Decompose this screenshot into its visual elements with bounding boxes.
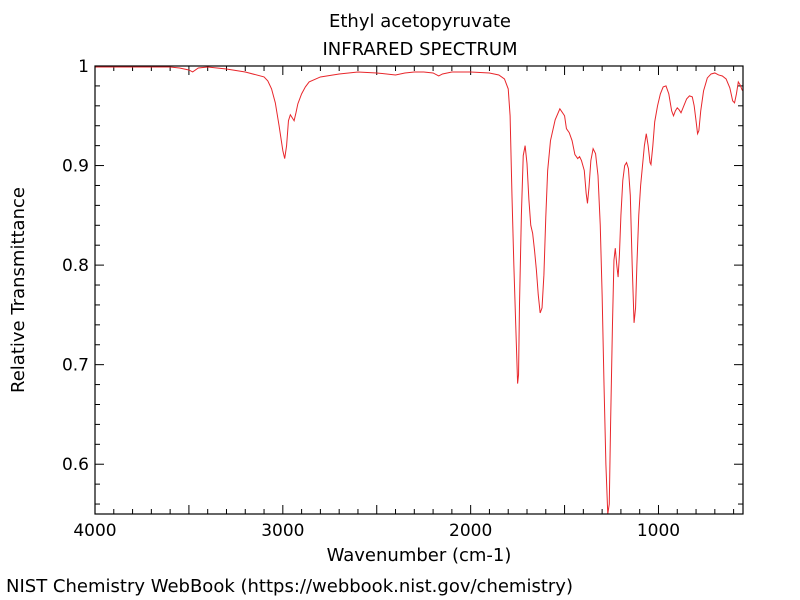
y-tick-label: 0.6	[62, 455, 89, 475]
x-tick-label: 2000	[449, 521, 492, 541]
chart-subtitle: INFRARED SPECTRUM	[322, 39, 518, 60]
axis-ticks	[94, 65, 743, 514]
y-tick-label: 1	[78, 57, 89, 77]
plot-frame	[94, 65, 744, 515]
y-tick-label: 0.7	[62, 356, 89, 376]
tick-labels: 4000 3000 2000 1000 1 0.9 0.8 0.7 0.6	[62, 57, 680, 541]
y-tick-label: 0.9	[62, 157, 89, 177]
x-tick-label: 4000	[73, 521, 116, 541]
y-axis-label: Relative Transmittance	[8, 187, 29, 393]
spectrum-line	[95, 66, 744, 515]
x-axis-label: Wavenumber (cm-1)	[327, 545, 512, 566]
y-tick-label: 0.8	[62, 256, 89, 276]
chart-title: Ethyl acetopyruvate	[329, 11, 511, 32]
x-tick-label: 1000	[637, 521, 680, 541]
x-tick-label: 3000	[261, 521, 304, 541]
source-credit: NIST Chemistry WebBook (https://webbook.…	[6, 576, 573, 597]
